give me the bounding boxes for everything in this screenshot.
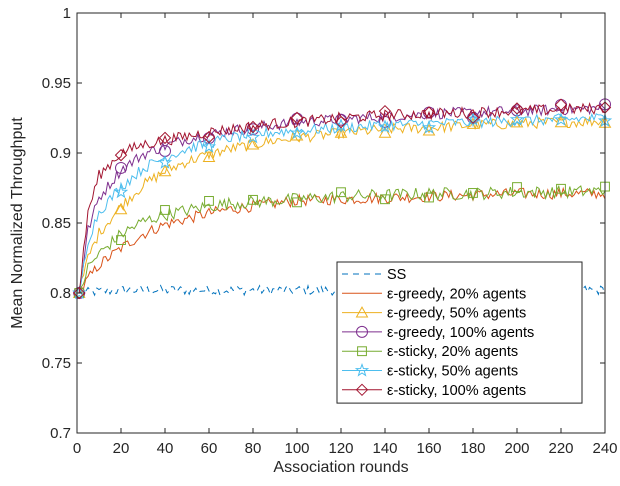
legend-label: ε-greedy, 20% agents <box>387 286 526 302</box>
series-marker-5 <box>204 196 214 206</box>
series-marker-4 <box>115 161 127 174</box>
series-marker-7 <box>378 104 392 118</box>
legend-marker <box>354 362 370 377</box>
y-tick-label: 0.75 <box>42 355 71 372</box>
series-marker-7 <box>554 98 568 111</box>
series-marker-3 <box>114 202 128 215</box>
y-tick-label: 0.95 <box>42 75 71 92</box>
series-marker-7 <box>334 115 348 129</box>
series-marker-6 <box>377 119 393 133</box>
legend-label: SS <box>387 267 406 283</box>
y-axis-label: Mean Normalized Throughput <box>9 117 26 329</box>
series-marker-5 <box>74 288 85 298</box>
series-marker-3 <box>202 150 216 163</box>
series-marker-5 <box>160 205 170 215</box>
y-tick-label: 0.8 <box>50 285 71 302</box>
series-marker-3 <box>158 164 172 177</box>
axes-layer: 0 20 40 60 80 100 120 140 160 180 200 220 240 0.7 0.75… <box>42 5 618 457</box>
series-marker-5 <box>248 194 258 205</box>
series-marker-3 <box>334 126 348 138</box>
series-marker-7 <box>510 102 524 115</box>
series-marker-5 <box>336 187 346 198</box>
legend-entry: ε-greedy, 50% agents <box>342 306 526 322</box>
legend-entry: ε-greedy, 20% agents <box>342 286 526 302</box>
x-tick-label: 40 <box>157 440 174 457</box>
series-marker-7 <box>290 111 304 125</box>
series-marker-4 <box>335 113 347 126</box>
y-tick-label: 1 <box>63 5 71 22</box>
x-tick-label: 0 <box>73 440 81 457</box>
series-marker-5 <box>468 188 478 198</box>
series-marker-6 <box>465 111 481 126</box>
x-axis-label: Association rounds <box>273 459 408 476</box>
x-tick-label: 80 <box>245 440 262 457</box>
x-tick-label: 60 <box>201 440 218 457</box>
y-tick-label: 0.85 <box>42 215 71 232</box>
series-marker-5 <box>380 194 390 205</box>
series-marker-4 <box>203 132 215 145</box>
x-tick-label: 120 <box>328 440 353 457</box>
legend-label: ε-greedy, 50% agents <box>387 306 526 322</box>
x-tick-label: 140 <box>372 440 397 457</box>
series-marker-6 <box>201 139 217 153</box>
series-marker-4 <box>247 123 259 136</box>
series-marker-6 <box>245 129 261 144</box>
legend-entry: SS <box>342 267 406 283</box>
series-marker-6 <box>509 112 525 126</box>
series-layer <box>72 98 613 300</box>
series-marker-7 <box>158 131 172 145</box>
legend-marker <box>356 325 368 338</box>
x-tick-label: 220 <box>548 440 573 457</box>
series-marker-3 <box>246 138 260 150</box>
legend-entry: ε-sticky, 20% agents <box>342 344 518 360</box>
x-tick-label: 20 <box>113 440 130 457</box>
series-marker-6 <box>113 184 129 199</box>
x-tick-label: 100 <box>284 440 309 457</box>
series-marker-5 <box>116 235 126 245</box>
legend: SS ε-greedy, 20% agents ε-greedy, 50% agen… <box>336 261 583 404</box>
legend-label: ε-sticky, 100% agents <box>387 383 526 399</box>
y-tick-label: 0.7 <box>50 425 71 442</box>
legend-box <box>336 261 583 404</box>
x-tick-label: 160 <box>416 440 441 457</box>
series-marker-7 <box>246 120 260 134</box>
legend-entry: ε-sticky, 50% agents <box>342 362 518 380</box>
legend-entry: ε-sticky, 100% agents <box>342 383 526 399</box>
legend-label: ε-greedy, 100% agents <box>387 325 534 341</box>
legend-entry: ε-greedy, 100% agents <box>342 325 534 341</box>
series-marker-6 <box>553 112 569 126</box>
legend-label: ε-sticky, 20% agents <box>387 344 518 360</box>
x-tick-label: 240 <box>592 440 617 457</box>
series-marker-5 <box>556 183 566 194</box>
series-line-5 <box>78 184 606 294</box>
series-7 <box>72 98 612 300</box>
legend-marker <box>355 383 369 397</box>
series-marker-5 <box>292 197 302 208</box>
legend-marker <box>355 306 369 318</box>
x-tick-label: 180 <box>460 440 485 457</box>
series-marker-7 <box>466 111 480 125</box>
series-marker-7 <box>114 148 128 162</box>
series-marker-5 <box>512 182 522 192</box>
legend-marker <box>357 346 367 357</box>
series-marker-6 <box>289 125 305 140</box>
y-tick-label: 0.9 <box>50 145 71 162</box>
series-marker-7 <box>72 286 86 300</box>
series-marker-7 <box>202 130 216 144</box>
series-marker-7 <box>422 106 436 119</box>
series-marker-3 <box>378 126 392 138</box>
x-tick-label: 200 <box>504 440 529 457</box>
series-5 <box>74 181 610 298</box>
series-marker-6 <box>72 285 87 300</box>
series-marker-6 <box>421 120 437 134</box>
legend-label: ε-sticky, 50% agents <box>387 364 518 380</box>
series-marker-6 <box>157 155 173 169</box>
series-marker-5 <box>424 192 434 203</box>
